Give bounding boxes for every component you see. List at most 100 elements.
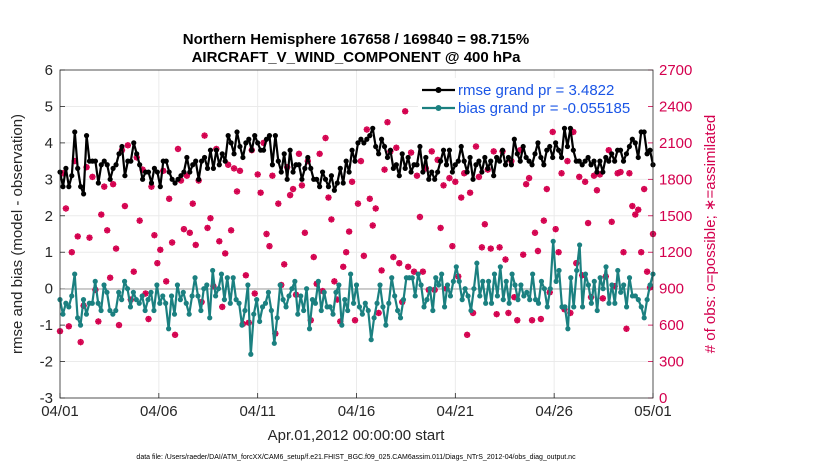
rmse-point — [193, 158, 199, 164]
bias-point — [494, 293, 501, 299]
bias-point — [524, 289, 530, 295]
rmse-point — [432, 176, 438, 182]
obs-assimilated-marker — [576, 173, 583, 181]
bias-point — [69, 293, 75, 299]
obs-assimilated-marker — [525, 174, 533, 182]
bias-point — [421, 304, 427, 310]
rmse-point — [319, 169, 326, 175]
bias-point — [456, 278, 462, 284]
bias-point — [274, 315, 280, 321]
bias-point — [562, 304, 568, 310]
bias-point — [618, 289, 624, 295]
rmse-point — [169, 176, 175, 182]
rmse-point — [476, 158, 482, 164]
rmse-point — [384, 154, 391, 161]
rmse-point — [558, 154, 565, 161]
obs-assimilated-marker — [449, 242, 456, 250]
bias-point — [377, 282, 383, 288]
rmse-point — [550, 154, 556, 161]
obs-assimilated-marker — [357, 157, 365, 165]
bias-point — [168, 293, 175, 299]
rmse-point — [66, 184, 72, 190]
bias-point — [412, 293, 418, 299]
bias-point — [95, 300, 101, 306]
bias-point — [597, 275, 603, 281]
obs-assimilated-marker — [106, 274, 114, 281]
rmse-point — [437, 158, 444, 164]
rmse-point — [600, 169, 606, 175]
rmse-point — [308, 165, 314, 171]
bias-point — [450, 278, 456, 284]
rmse-point — [355, 140, 361, 146]
y-tick-label: 6 — [45, 62, 53, 79]
bias-point — [394, 307, 401, 314]
rmse-point — [63, 165, 69, 171]
bias-point — [303, 286, 310, 292]
obs-assimilated-marker — [230, 165, 238, 172]
x-tick-label: 04/01 — [41, 403, 79, 420]
obs-assimilated-marker — [537, 315, 545, 323]
x-tick-label: 05/01 — [634, 403, 672, 420]
rmse-point — [390, 165, 396, 171]
y-tick-label: 5 — [45, 98, 53, 115]
bias-point — [350, 300, 357, 306]
rmse-point — [505, 154, 512, 161]
bias-point — [621, 282, 627, 288]
rmse-point — [154, 169, 160, 175]
bias-point — [506, 300, 512, 306]
bias-point — [210, 267, 216, 274]
bias-point — [591, 278, 597, 284]
rmse-point — [455, 158, 461, 164]
obs-assimilated-marker — [83, 163, 90, 171]
y2-tick-label: 1500 — [659, 208, 692, 225]
rmse-point — [520, 143, 526, 150]
bias-point — [265, 289, 272, 295]
y-tick-label: 4 — [45, 135, 53, 152]
rmse-point — [101, 158, 107, 164]
obs-assimilated-marker — [493, 310, 500, 318]
obs-assimilated-marker — [643, 268, 651, 275]
obs-assimilated-marker — [617, 168, 624, 176]
bias-point — [527, 297, 533, 303]
obs-assimilated-marker — [189, 200, 196, 207]
bias-point — [221, 297, 227, 303]
rmse-point — [364, 136, 370, 142]
rmse-point — [535, 140, 541, 146]
obs-assimilated-marker — [254, 171, 261, 178]
rmse-point — [449, 169, 455, 175]
rmse-point — [420, 169, 426, 175]
obs-assimilated-marker — [590, 172, 598, 179]
obs-assimilated-marker — [360, 252, 368, 260]
obs-assimilated-marker — [222, 250, 229, 257]
obs-assimilated-marker — [71, 157, 78, 165]
bias-point — [139, 293, 145, 299]
bias-point — [104, 289, 110, 295]
bias-point — [127, 304, 134, 310]
data-file-footnote: data file: /Users/raeder/DAI/ATM_forcXX/… — [136, 454, 576, 461]
rmse-point — [414, 162, 420, 168]
bias-point — [107, 307, 113, 314]
rmse-point — [213, 147, 219, 153]
bias-point — [192, 275, 198, 281]
rmse-point — [452, 162, 458, 168]
bias-point — [365, 307, 371, 314]
rmse-point — [612, 158, 618, 164]
obs-assimilated-marker — [331, 278, 338, 285]
bias-point — [130, 289, 136, 295]
bias-point — [101, 282, 107, 288]
x-tick-label: 04/26 — [535, 403, 573, 420]
series-layer — [57, 125, 656, 357]
bias-point — [623, 304, 630, 310]
bias-point — [453, 264, 459, 270]
rmse-point — [629, 136, 635, 142]
rmse-point — [317, 184, 323, 190]
obs-assimilated-marker — [472, 143, 480, 150]
obs-assimilated-marker — [404, 263, 412, 270]
rmse-point — [296, 162, 302, 168]
bias-point — [89, 300, 95, 306]
rmse-point — [632, 140, 638, 146]
obs-assimilated-marker — [165, 195, 173, 202]
obs-assimilated-marker — [163, 278, 170, 285]
rmse-point — [485, 165, 491, 171]
rmse-point — [157, 184, 163, 190]
